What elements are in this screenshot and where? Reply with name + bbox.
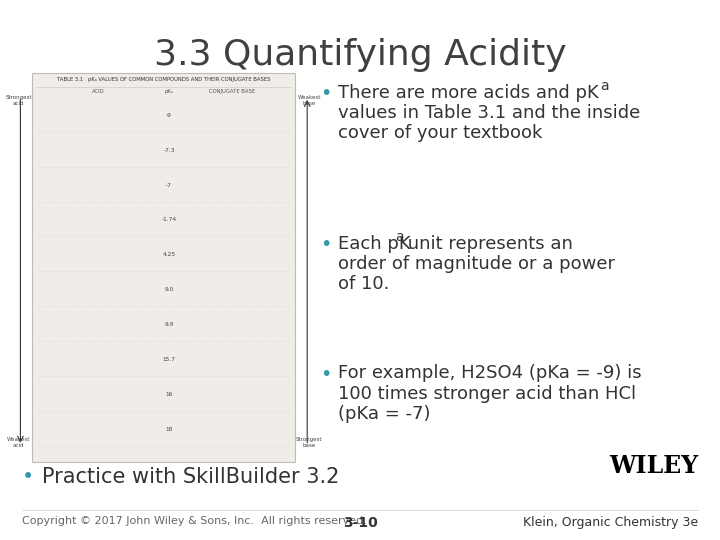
Text: pKₐ: pKₐ (165, 89, 174, 94)
Text: CONJUGATE BASE: CONJUGATE BASE (209, 89, 255, 94)
Text: •: • (320, 235, 332, 254)
Text: of 10.: of 10. (338, 275, 390, 293)
Text: •: • (22, 467, 34, 487)
Text: -1.74: -1.74 (161, 218, 176, 222)
Text: 15.7: 15.7 (163, 357, 176, 362)
Text: 100 times stronger acid than HCl: 100 times stronger acid than HCl (338, 384, 636, 403)
Text: 9.9: 9.9 (164, 322, 174, 327)
Text: a: a (395, 230, 404, 244)
Text: There are more acids and pK: There are more acids and pK (338, 84, 599, 102)
Text: 18: 18 (166, 427, 173, 432)
Text: 16: 16 (166, 392, 173, 397)
Text: Strongest
base: Strongest base (296, 437, 323, 448)
Text: -7: -7 (166, 183, 172, 187)
Text: 4.25: 4.25 (163, 252, 176, 258)
Text: Weakest
acid: Weakest acid (6, 437, 30, 448)
Text: -7.3: -7.3 (163, 148, 175, 153)
Text: •: • (320, 84, 332, 103)
Text: unit represents an: unit represents an (402, 235, 573, 253)
Bar (32, 73, 295, 462)
Text: a: a (600, 79, 609, 93)
Text: 3-10: 3-10 (343, 516, 377, 530)
Text: TABLE 3.1   pKₐ VALUES OF COMMON COMPOUNDS AND THEIR CONJUGATE BASES: TABLE 3.1 pKₐ VALUES OF COMMON COMPOUNDS… (57, 77, 271, 82)
Text: order of magnitude or a power: order of magnitude or a power (338, 255, 616, 273)
Text: values in Table 3.1 and the inside: values in Table 3.1 and the inside (338, 104, 641, 122)
Text: (pKa = -7): (pKa = -7) (338, 405, 431, 423)
Text: Copyright © 2017 John Wiley & Sons, Inc.  All rights reserved.: Copyright © 2017 John Wiley & Sons, Inc.… (22, 516, 366, 526)
Text: Klein, Organic Chemistry 3e: Klein, Organic Chemistry 3e (523, 516, 698, 529)
Text: For example, H2SO4 (pKa = -9) is: For example, H2SO4 (pKa = -9) is (338, 364, 642, 382)
Text: ACID: ACID (91, 89, 104, 94)
Text: -9: -9 (166, 113, 172, 118)
Text: •: • (320, 364, 332, 383)
Text: Weakest
base: Weakest base (297, 95, 321, 106)
Text: 9.0: 9.0 (164, 287, 174, 292)
Text: cover of your textbook: cover of your textbook (338, 124, 543, 142)
Text: Practice with SkillBuilder 3.2: Practice with SkillBuilder 3.2 (42, 467, 339, 487)
Text: Each pK: Each pK (338, 235, 411, 253)
Text: Strongest
acid: Strongest acid (5, 95, 32, 106)
Text: 3.3 Quantifying Acidity: 3.3 Quantifying Acidity (153, 38, 567, 72)
Text: WILEY: WILEY (609, 454, 698, 478)
